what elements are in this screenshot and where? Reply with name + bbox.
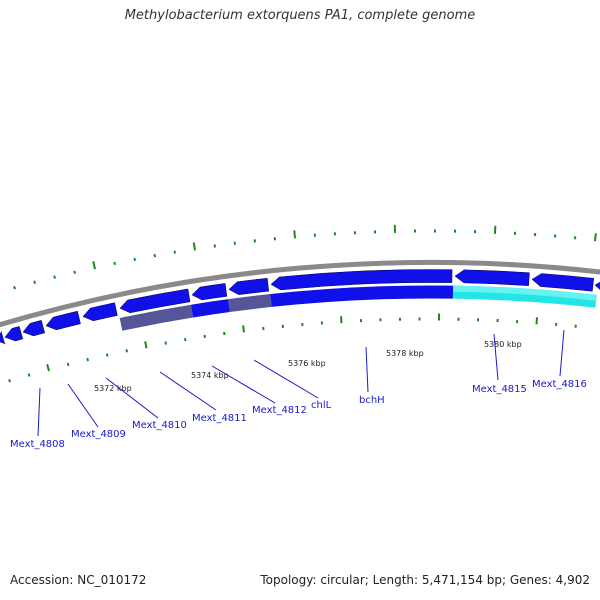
gene-label-mext-4811[interactable]: Mext_4811 <box>192 413 247 424</box>
highlight-band-gray <box>119 304 194 331</box>
gene-label-mext-4815[interactable]: Mext_4815 <box>472 384 527 395</box>
reverse-gene-mext-4815-highlight <box>452 285 597 301</box>
gene-label-mext-4810[interactable]: Mext_4810 <box>132 420 187 431</box>
gene-label-bchh[interactable]: bchH <box>359 395 385 406</box>
gene-label-mext-4816[interactable]: Mext_4816 <box>532 379 587 390</box>
leader-mext-4810 <box>105 377 159 419</box>
gc-skew-track <box>8 224 597 383</box>
gc-mark-outer-9 <box>192 242 196 251</box>
forward-gene-9 <box>454 269 530 286</box>
gc-mark-outer-2 <box>53 275 56 279</box>
leader-mext-4811 <box>159 371 217 411</box>
leader-mext-4816 <box>559 329 565 377</box>
gc-mark-outer-14 <box>293 230 296 239</box>
reverse-gene-bchh <box>270 285 454 307</box>
genome-summary: Topology: circular; Length: 5,471,154 bp… <box>260 573 590 587</box>
tick-label-5380: 5380 kbp <box>484 340 522 349</box>
gc-mark-inner-1 <box>27 373 31 377</box>
tick-label-5378: 5378 kbp <box>386 349 424 358</box>
gene-label-mext-4812[interactable]: Mext_4812 <box>252 405 307 416</box>
gc-mark-inner-8 <box>164 341 167 345</box>
reverse-strand-genes <box>119 285 597 331</box>
genome-backbone <box>0 259 600 328</box>
gene-label-mext-4808[interactable]: Mext_4808 <box>10 439 65 450</box>
leader-bchh <box>365 346 369 393</box>
gc-mark-outer-7 <box>153 253 156 258</box>
gc-mark-outer-29 <box>594 233 597 242</box>
gc-mark-inner-6 <box>125 349 128 353</box>
forward-gene-10 <box>531 273 594 292</box>
gc-mark-outer-4 <box>92 261 96 270</box>
forward-gene-0 <box>0 330 7 345</box>
kbp-ticks: 5372 kbp 5374 kbp 5376 kbp 5378 kbp 5380… <box>94 340 522 393</box>
gene-label-chll[interactable]: chlL <box>311 400 332 411</box>
forward-gene-3 <box>45 310 81 331</box>
gc-mark-inner-5 <box>105 353 109 357</box>
tick-label-5376: 5376 kbp <box>288 359 326 368</box>
forward-gene-4 <box>82 302 118 322</box>
tick-label-5374: 5374 kbp <box>191 371 229 380</box>
tick-label-5372: 5372 kbp <box>94 384 132 393</box>
forward-gene-11 <box>594 281 600 290</box>
accession-label: Accession: NC_010172 <box>10 573 147 587</box>
reverse-gene-4811 <box>190 299 230 318</box>
gc-mark-outer-1 <box>33 280 36 284</box>
gc-mark-inner-7 <box>144 341 148 349</box>
forward-strand-genes <box>0 269 600 345</box>
leader-mext-4808 <box>37 387 41 437</box>
gene-label-mext-4809[interactable]: Mext_4809 <box>71 429 126 440</box>
forward-gene-7 <box>228 277 269 295</box>
gc-mark-inner-9 <box>184 337 187 342</box>
gene-labels: Mext_4808 Mext_4809 Mext_4810 Mext_4811 … <box>10 379 587 450</box>
leader-mext-4812 <box>211 365 276 404</box>
gc-mark-inner-0 <box>8 379 11 383</box>
gc-mark-inner-2 <box>46 364 50 372</box>
leader-mext-4815 <box>493 333 499 381</box>
forward-gene-5 <box>119 288 191 314</box>
gene-label-leaders <box>37 329 565 437</box>
gc-mark-inner-27 <box>535 317 539 325</box>
gc-mark-outer-0 <box>13 285 16 290</box>
gc-mark-outer-6 <box>133 257 136 262</box>
reverse-gene-chll <box>228 294 272 313</box>
leader-mext-4809 <box>67 383 99 428</box>
gc-mark-inner-3 <box>66 362 70 367</box>
forward-gene-8 <box>270 269 453 291</box>
leader-chll <box>253 359 319 399</box>
forward-gene-2 <box>22 320 45 337</box>
forward-gene-6 <box>191 283 228 301</box>
gc-mark-inner-4 <box>86 357 89 362</box>
map-title: Methylobacterium extorquens PA1, complet… <box>124 8 476 23</box>
gc-mark-outer-5 <box>113 261 116 266</box>
gc-mark-outer-3 <box>73 270 76 274</box>
forward-gene-1 <box>4 326 24 342</box>
gc-mark-inner-12 <box>242 325 245 333</box>
